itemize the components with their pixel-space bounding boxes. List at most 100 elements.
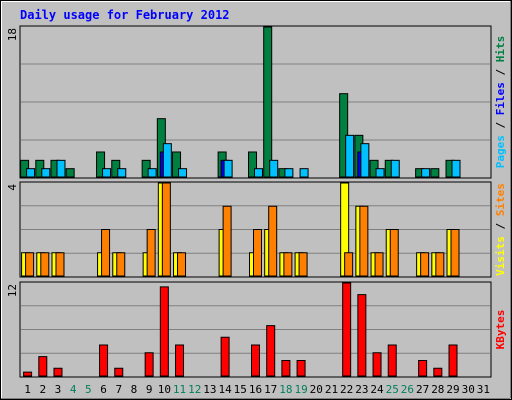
bar-kbytes-day-9 bbox=[144, 352, 154, 377]
bar-sites-day-28 bbox=[435, 252, 445, 277]
chart-panels: 18 Pages / Files / Hits 4 Visits / Sites 12 K… bbox=[6, 25, 507, 378]
bar-kbytes-day-14 bbox=[220, 336, 230, 377]
bar-pages-day-19 bbox=[299, 168, 309, 178]
bar-sites-day-23 bbox=[359, 205, 369, 277]
x-tick-label: 18 bbox=[279, 383, 292, 396]
bar-hits-day-11 bbox=[172, 151, 182, 178]
x-tick-label: 27 bbox=[416, 383, 429, 396]
bar-sites-day-19 bbox=[298, 252, 308, 277]
legend-entry: / bbox=[494, 62, 507, 82]
bar-sites-day-25 bbox=[389, 229, 399, 277]
bar-sites-day-6 bbox=[101, 229, 111, 277]
bar-kbytes-day-25 bbox=[387, 344, 397, 377]
bar-kbytes-day-29 bbox=[448, 344, 458, 377]
bar-pages-day-29 bbox=[451, 159, 461, 178]
bar-sites-day-22 bbox=[344, 252, 354, 277]
bar-sites-day-17 bbox=[268, 205, 278, 277]
bar-kbytes-day-17 bbox=[266, 325, 276, 377]
legend-entry: / bbox=[494, 216, 507, 236]
panel-max-label: 12 bbox=[6, 284, 19, 297]
x-tick-label: 17 bbox=[264, 383, 277, 396]
bar-pages-day-10 bbox=[162, 143, 172, 178]
x-tick-label: 6 bbox=[100, 383, 107, 396]
legend-entry: / bbox=[494, 115, 507, 135]
bar-sites-day-10 bbox=[161, 182, 171, 277]
x-tick-label: 7 bbox=[115, 383, 122, 396]
x-tick-label: 1 bbox=[24, 383, 31, 396]
legend-entry: Pages bbox=[494, 135, 507, 168]
legend-entry: Sites bbox=[494, 183, 507, 216]
bar-sites-day-18 bbox=[283, 252, 293, 277]
x-tick-label: 12 bbox=[188, 383, 201, 396]
x-tick-label: 20 bbox=[310, 383, 323, 396]
bar-kbytes-day-1 bbox=[23, 371, 33, 377]
bar-pages-day-17 bbox=[269, 159, 279, 178]
panel-visits-sites: 4 Visits / Sites bbox=[6, 181, 507, 278]
bar-sites-day-16 bbox=[253, 229, 262, 277]
bar-sites-day-24 bbox=[374, 252, 384, 277]
x-tick-label: 26 bbox=[401, 383, 414, 396]
x-axis-day-labels: 1 2 3 4 5 6 7 8 9 10 11 12 13 14 15 16 17 18 19 20 21 22 23 24 2… bbox=[24, 383, 490, 396]
bar-hits-day-16 bbox=[248, 151, 257, 178]
bar-kbytes-day-19 bbox=[296, 360, 306, 377]
bar-kbytes-day-16 bbox=[251, 344, 260, 377]
bar-pages-day-6 bbox=[102, 168, 112, 178]
x-tick-label: 31 bbox=[477, 383, 490, 396]
x-tick-label: 23 bbox=[355, 383, 368, 396]
x-tick-label: 11 bbox=[173, 383, 186, 396]
x-tick-label: 8 bbox=[131, 383, 138, 396]
bar-pages-day-1 bbox=[26, 168, 36, 178]
panel-max-label: 4 bbox=[6, 184, 19, 191]
bar-pages-day-14 bbox=[223, 159, 233, 178]
chart-title: Daily usage for February 2012 bbox=[20, 8, 230, 22]
bar-pages-day-2 bbox=[41, 168, 51, 178]
bar-hits-day-4 bbox=[65, 168, 75, 178]
bar-sites-day-9 bbox=[146, 229, 156, 277]
legend-entry: Hits bbox=[494, 36, 507, 63]
x-tick-label: 29 bbox=[446, 383, 459, 396]
bar-kbytes-day-6 bbox=[99, 344, 109, 377]
legend-entry: Visits bbox=[494, 236, 507, 276]
x-tick-label: 22 bbox=[340, 383, 353, 396]
bar-pages-day-11 bbox=[178, 168, 188, 178]
x-tick-label: 16 bbox=[249, 383, 262, 396]
bar-sites-day-7 bbox=[116, 252, 126, 277]
bar-pages-day-9 bbox=[147, 168, 157, 178]
bar-kbytes-day-28 bbox=[433, 367, 443, 377]
bar-kbytes-day-27 bbox=[418, 360, 428, 377]
legend-entry: Files bbox=[494, 82, 507, 115]
x-tick-label: 28 bbox=[431, 383, 444, 396]
x-tick-label: 30 bbox=[462, 383, 475, 396]
bar-pages-day-22 bbox=[345, 134, 355, 178]
bar-pages-day-3 bbox=[56, 159, 66, 178]
x-tick-label: 25 bbox=[386, 383, 399, 396]
bar-pages-day-16 bbox=[254, 168, 263, 178]
bar-sites-day-11 bbox=[177, 252, 187, 277]
panel-max-label: 18 bbox=[6, 28, 19, 41]
x-tick-label: 21 bbox=[325, 383, 338, 396]
bar-pages-day-18 bbox=[284, 168, 294, 178]
bar-sites-day-27 bbox=[420, 252, 430, 277]
bar-pages-day-7 bbox=[117, 168, 127, 178]
panel-legend: Visits / Sites bbox=[494, 183, 507, 276]
bar-pages-day-27 bbox=[421, 168, 431, 178]
bar-kbytes-day-7 bbox=[114, 367, 124, 377]
series-kbytes bbox=[23, 282, 458, 377]
x-tick-label: 15 bbox=[234, 383, 247, 396]
bar-sites-day-1 bbox=[25, 252, 35, 277]
bar-hits-day-6 bbox=[96, 151, 106, 178]
x-tick-label: 4 bbox=[70, 383, 77, 396]
bar-kbytes-day-18 bbox=[281, 360, 291, 377]
x-tick-label: 9 bbox=[146, 383, 153, 396]
bar-sites-day-2 bbox=[40, 252, 50, 277]
x-tick-label: 24 bbox=[370, 383, 384, 396]
bar-pages-day-24 bbox=[375, 168, 385, 178]
x-tick-label: 3 bbox=[55, 383, 62, 396]
bar-kbytes-day-22 bbox=[342, 282, 352, 377]
bar-sites-day-3 bbox=[55, 252, 65, 277]
bar-hits-day-17 bbox=[263, 26, 273, 178]
x-tick-label: 10 bbox=[158, 383, 171, 396]
bar-sites-day-29 bbox=[450, 229, 460, 277]
bar-kbytes-day-11 bbox=[175, 344, 185, 377]
